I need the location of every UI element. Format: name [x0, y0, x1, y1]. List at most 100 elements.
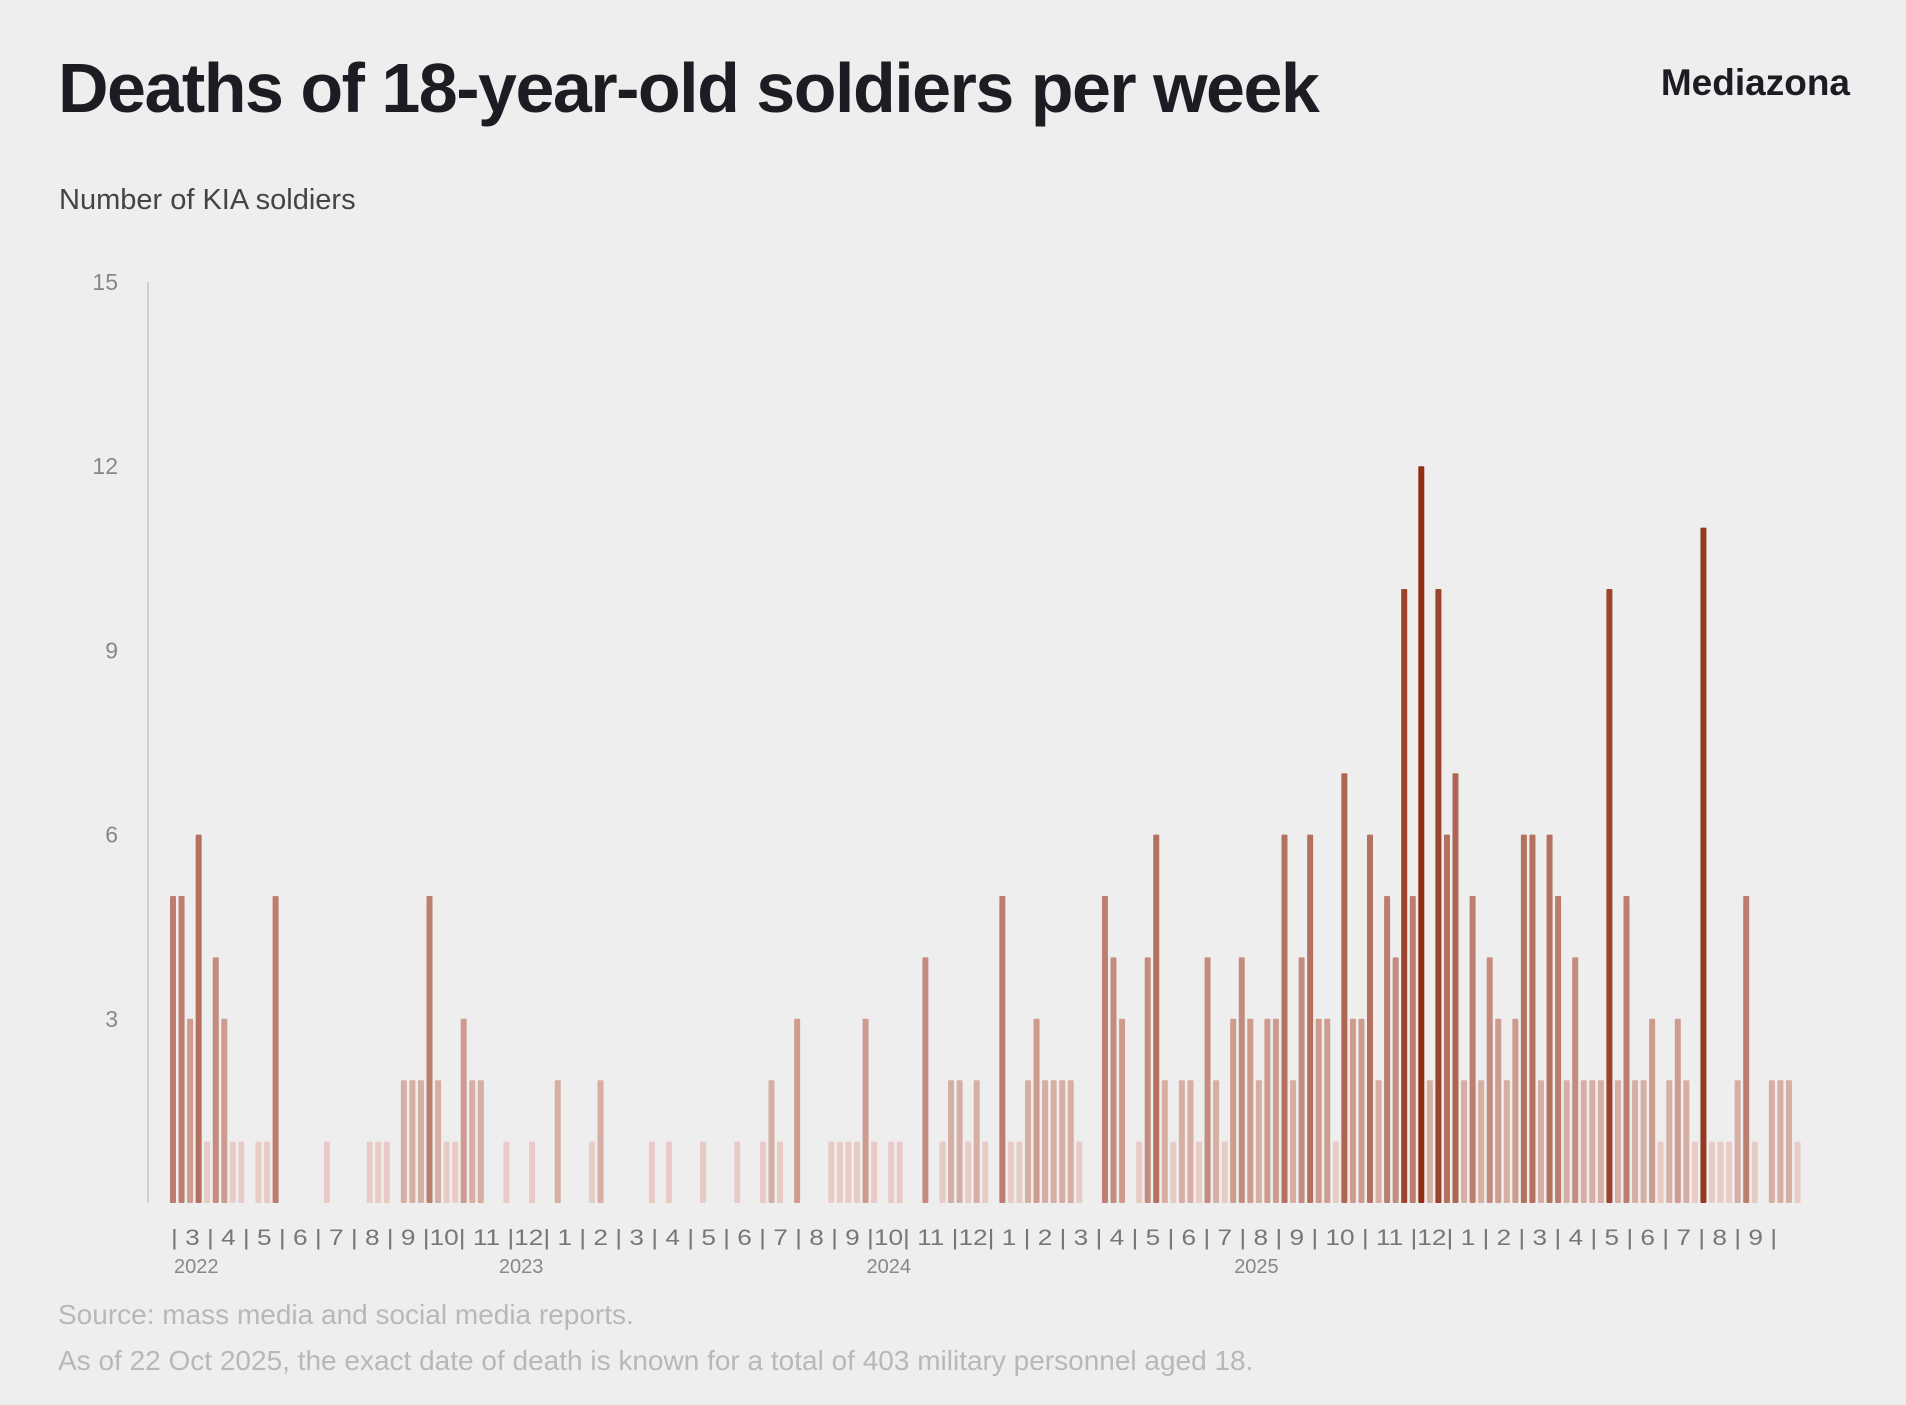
- y-axis-label: Number of KIA soldiers: [59, 184, 356, 216]
- bar: [588, 1141, 595, 1203]
- bar: [1555, 896, 1562, 1203]
- bar: [1649, 1018, 1656, 1203]
- y-tick-label: 12: [92, 453, 118, 479]
- bar: [554, 1080, 561, 1203]
- bar: [1161, 1080, 1168, 1203]
- bar: [648, 1141, 655, 1203]
- bar: [1426, 1080, 1433, 1203]
- bar: [1606, 589, 1613, 1203]
- bar: [1290, 1080, 1297, 1203]
- bar-chart: 3 6 9 12 15 | 3 | 4 | 5 | 6 | 7 | 8 | 9 |10| …: [92, 269, 1801, 1278]
- bar: [1307, 834, 1314, 1203]
- bar: [1119, 1018, 1126, 1203]
- x-month-labels: | 3 | 4 | 5 | 6 | 7 | 8 | 9 |10| 11 |12|…: [171, 1225, 1777, 1250]
- bar: [1538, 1080, 1544, 1203]
- bar: [1187, 1080, 1194, 1203]
- bar: [1101, 896, 1108, 1203]
- bar: [948, 1080, 955, 1203]
- bar: [229, 1141, 236, 1203]
- bar: [1777, 1080, 1784, 1203]
- bar: [1315, 1018, 1322, 1203]
- y-tick-label: 15: [92, 269, 118, 295]
- bar: [1196, 1141, 1202, 1203]
- bar: [1495, 1018, 1502, 1203]
- bar: [212, 957, 219, 1203]
- bar: [1666, 1080, 1673, 1203]
- bar: [204, 1141, 211, 1203]
- bar: [426, 896, 433, 1203]
- bar: [1546, 834, 1553, 1203]
- bar: [469, 1080, 476, 1203]
- bar: [1204, 957, 1211, 1203]
- bar: [1144, 957, 1151, 1203]
- bar: [187, 1018, 194, 1203]
- bar: [1580, 1080, 1587, 1203]
- bar: [1461, 1080, 1468, 1203]
- x-year-label: 2022: [174, 1256, 219, 1278]
- bar: [1367, 834, 1373, 1203]
- bar: [1478, 1080, 1485, 1203]
- bar: [1042, 1080, 1049, 1203]
- bar: [178, 896, 185, 1203]
- bar: [1520, 834, 1527, 1203]
- bar: [828, 1141, 835, 1203]
- bar: [1076, 1141, 1083, 1203]
- bar: [862, 1018, 869, 1203]
- bar: [195, 834, 202, 1203]
- bar: [1785, 1080, 1792, 1203]
- bar: [1751, 1141, 1758, 1203]
- bar: [1384, 896, 1391, 1203]
- bar: [443, 1141, 450, 1203]
- bar: [1794, 1141, 1801, 1203]
- bar: [973, 1080, 980, 1203]
- bar: [1230, 1018, 1237, 1203]
- bar: [1700, 527, 1707, 1203]
- bar: [409, 1080, 416, 1203]
- bar: [1443, 834, 1450, 1203]
- bar: [1358, 1018, 1365, 1203]
- bar: [982, 1141, 989, 1203]
- bar: [1401, 589, 1408, 1203]
- bar: [854, 1141, 860, 1203]
- chart-title: Deaths of 18-year-old soldiers per week: [58, 49, 1320, 127]
- bar: [1768, 1080, 1775, 1203]
- bar: [1298, 957, 1305, 1203]
- bar: [221, 1018, 228, 1203]
- x-year-label: 2024: [867, 1256, 912, 1278]
- bar: [597, 1080, 604, 1203]
- bar: [768, 1080, 775, 1203]
- bar: [1349, 1018, 1356, 1203]
- bar: [1726, 1141, 1733, 1203]
- bar: [956, 1080, 963, 1203]
- bar: [400, 1080, 407, 1203]
- y-tick-label: 6: [105, 822, 118, 848]
- bar: [939, 1141, 946, 1203]
- bar: [1418, 466, 1425, 1203]
- x-year-label: 2025: [1234, 1256, 1279, 1278]
- bar: [1512, 1018, 1519, 1203]
- bar: [1247, 1018, 1254, 1203]
- bar: [238, 1141, 245, 1203]
- bar: [1589, 1080, 1596, 1203]
- bar: [1563, 1080, 1570, 1203]
- bar: [1178, 1080, 1185, 1203]
- bar: [1597, 1080, 1604, 1203]
- bar: [264, 1141, 271, 1203]
- bar: [1264, 1018, 1271, 1203]
- bar: [366, 1141, 373, 1203]
- bar: [1255, 1080, 1262, 1203]
- bar: [1272, 1018, 1279, 1203]
- bar: [1435, 589, 1442, 1203]
- bar: [1136, 1141, 1143, 1203]
- bar: [1572, 957, 1579, 1203]
- bar: [1059, 1080, 1066, 1203]
- bar: [255, 1141, 262, 1203]
- bar: [1503, 1080, 1510, 1203]
- bar: [1050, 1080, 1057, 1203]
- bar: [700, 1141, 707, 1203]
- bar: [794, 1018, 801, 1203]
- bar: [1067, 1080, 1074, 1203]
- bar: [1170, 1141, 1177, 1203]
- bar: [1007, 1141, 1014, 1203]
- bar: [435, 1080, 442, 1203]
